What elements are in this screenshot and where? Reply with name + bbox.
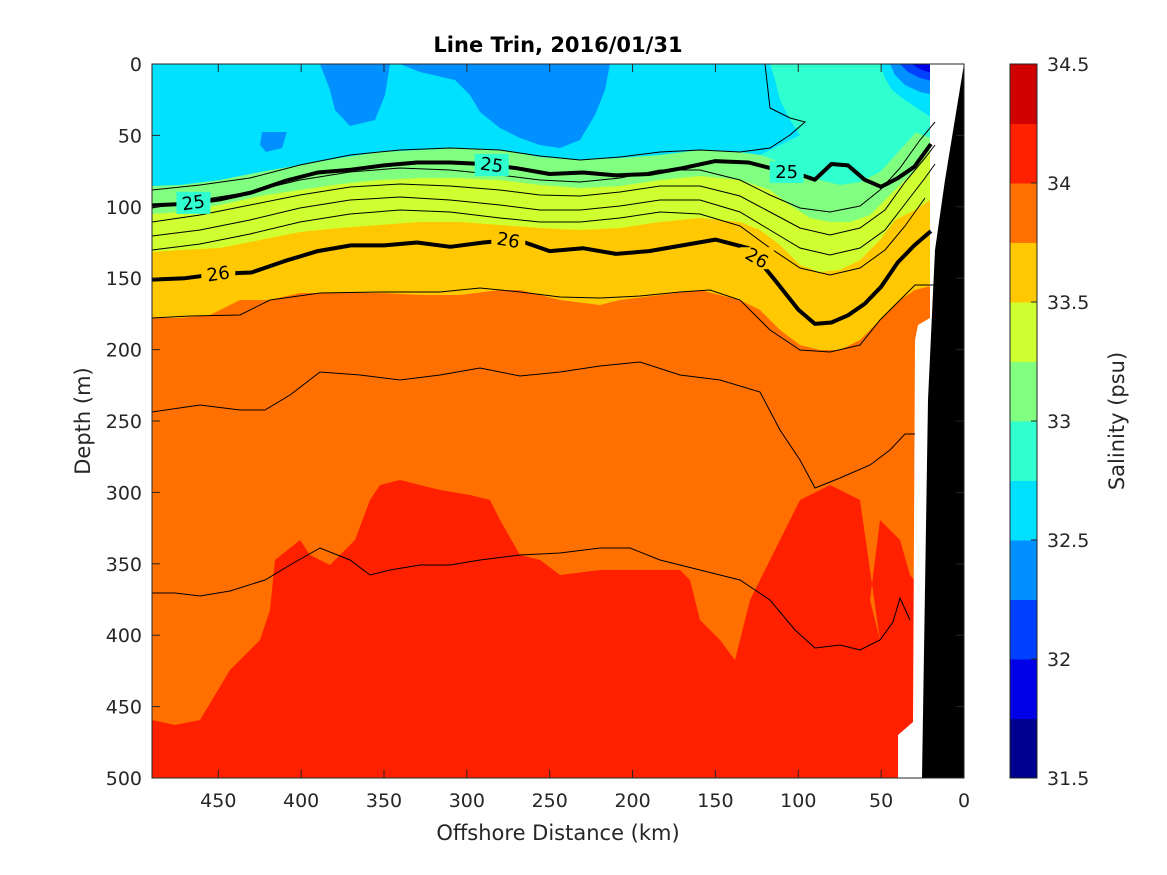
- thin-contour-line: [152, 547, 911, 651]
- y-tick-label: 250: [106, 411, 142, 433]
- contour-label: 26: [495, 229, 521, 254]
- x-axis: 450 400 350 300 250 200 150 100 50 0: [200, 64, 970, 812]
- x-tick-label: 50: [869, 790, 893, 812]
- x-tick-label: 200: [614, 790, 650, 812]
- colorbar-swatch: [1010, 718, 1037, 779]
- salinity-filled-contours: [152, 64, 964, 778]
- colorbar-swatch: [1010, 599, 1037, 660]
- thin-contour-line: [152, 163, 936, 256]
- thin-contour-line: [152, 144, 936, 236]
- contour-label-gap: [739, 247, 774, 270]
- contour-label: 25: [775, 162, 798, 183]
- bottom-topography: [922, 64, 964, 778]
- y-tick-label: 0: [130, 54, 142, 76]
- y-tick-label: 200: [106, 340, 142, 362]
- contour-label: 25: [181, 191, 207, 215]
- x-tick-label: 0: [958, 790, 970, 812]
- contour-label-gap: [201, 262, 236, 285]
- salinity-region-surface-patch-c: [260, 132, 287, 152]
- isopycnal-lines: [152, 142, 933, 326]
- colorbar-tick-label: 32: [1047, 649, 1071, 671]
- thin-contour-line: [152, 64, 807, 191]
- y-tick-label: 50: [118, 125, 142, 147]
- y-tick-label: 450: [106, 697, 142, 719]
- contour-label: 26: [206, 262, 232, 286]
- x-tick-label: 250: [532, 790, 568, 812]
- chart-title: Line Trin, 2016/01/31: [433, 33, 682, 57]
- isopycnal-25: [152, 142, 933, 208]
- thin-contour-lines: [152, 64, 936, 651]
- thin-contour-line: [152, 284, 935, 353]
- x-tick-label: 400: [283, 790, 319, 812]
- x-tick-label: 350: [366, 790, 402, 812]
- salinity-region-surface-patch-a: [320, 64, 390, 126]
- thin-contour-line: [152, 197, 926, 276]
- y-tick-label: 350: [106, 554, 142, 576]
- colorbar-swatch: [1010, 302, 1037, 362]
- y-tick-label: 100: [106, 197, 142, 219]
- x-tick-label: 300: [449, 790, 485, 812]
- colorbar-tick-label: 34: [1047, 173, 1071, 195]
- colorbar-swatch: [1010, 64, 1037, 124]
- x-axis-label: Offshore Distance (km): [436, 821, 679, 845]
- colorbar-tick-label: 33: [1047, 411, 1071, 433]
- thin-contour-line: [152, 361, 915, 489]
- y-tick-label: 300: [106, 482, 142, 504]
- x-tick-label: 150: [697, 790, 733, 812]
- x-tick-label: 450: [200, 790, 236, 812]
- colorbar-swatch: [1010, 659, 1037, 719]
- salinity-region-surface-patch-b: [400, 64, 610, 148]
- colorbar-tick-label: 33.5: [1047, 292, 1089, 314]
- colorbar-swatch: [1010, 183, 1037, 243]
- colorbar-label: Salinity (psu): [1105, 352, 1129, 490]
- colorbar: 31.5 32 32.5 33 33.5 34 34.5: [1009, 54, 1089, 790]
- salinity-region-nearshore-31.75: [912, 64, 935, 74]
- contour-label: 25: [479, 154, 505, 178]
- y-tick-label: 500: [106, 768, 142, 790]
- y-tick-label: 150: [106, 268, 142, 290]
- colorbar-tick-label: 32.5: [1047, 530, 1089, 552]
- contour-label-gap: [769, 160, 804, 183]
- colorbar-swatch: [1010, 540, 1037, 600]
- contour-label-gap: [474, 154, 509, 177]
- colorbar-tick-label: 34.5: [1047, 54, 1089, 76]
- contour-label-gap: [491, 229, 526, 252]
- y-tick-label: 400: [106, 625, 142, 647]
- salinity-region-32.5-32.75: [152, 64, 800, 186]
- colorbar-swatch: [1010, 421, 1037, 481]
- colorbar-swatch: [1010, 361, 1037, 422]
- y-axis-label: Depth (m): [71, 367, 95, 474]
- y-axis: 0 50 100 150 200 250 300 350 400 450 500: [106, 54, 964, 790]
- colorbar-swatch: [1010, 123, 1037, 184]
- contour-label-gap: [176, 191, 211, 214]
- x-tick-label: 100: [780, 790, 816, 812]
- colorbar-swatch: [1010, 242, 1037, 303]
- colorbar-swatch: [1010, 480, 1037, 541]
- colorbar-tick-label: 31.5: [1047, 768, 1089, 790]
- isopycnal-26: [152, 229, 933, 326]
